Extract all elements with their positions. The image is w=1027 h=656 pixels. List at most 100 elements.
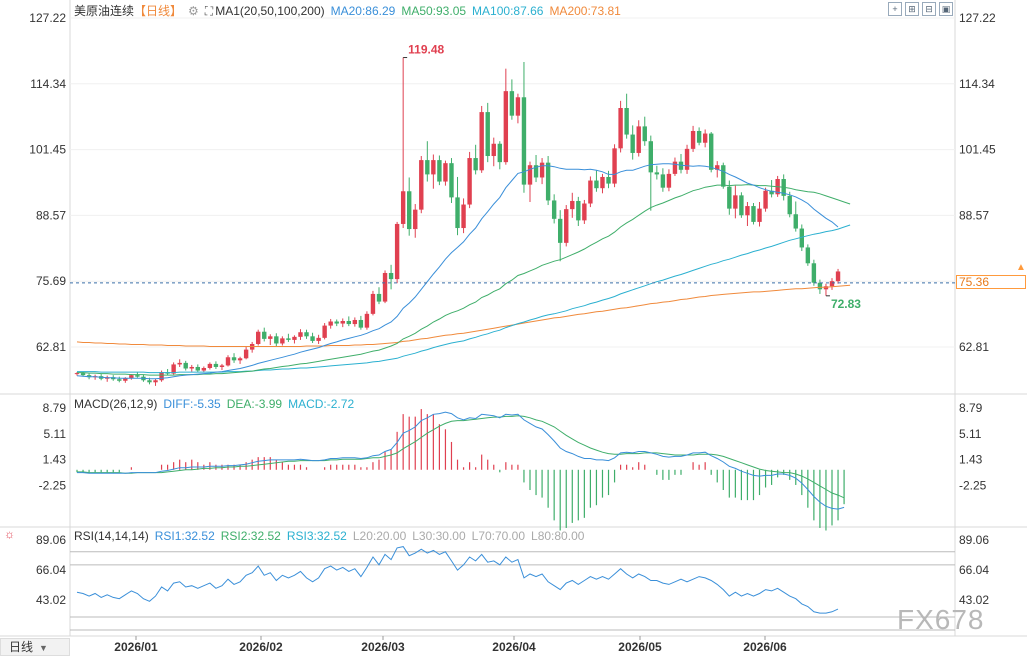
candle-body (286, 338, 291, 340)
candle-body (231, 357, 237, 361)
candle-body (183, 362, 188, 369)
rsi1-value: RSI1:32.52 (154, 529, 215, 543)
candle-body (606, 176, 611, 184)
price-panel[interactable]: 119.48 72.83 (70, 43, 955, 386)
candle-body (570, 200, 575, 210)
price-tick-right: 88.57 (959, 208, 989, 222)
candle-body (171, 364, 176, 374)
x-tick-label: 2026/02 (239, 640, 283, 654)
candle-body (400, 191, 406, 224)
candle-body (117, 379, 122, 381)
candle-body (467, 158, 472, 205)
macd-tick-left: -2.25 (39, 479, 67, 493)
candle-body (763, 190, 768, 209)
candle-body (745, 206, 750, 216)
x-tick-label: 2026/05 (618, 640, 662, 654)
rsi-tick-right: 89.06 (959, 533, 989, 547)
watermark-logo: FX678 (897, 604, 985, 635)
candle-body (461, 204, 466, 229)
zoom-out-icon[interactable]: ⊟ (922, 2, 936, 16)
candle-body (811, 263, 817, 283)
candle-body (630, 134, 635, 153)
ma-indicator-icon: ⛶ (204, 4, 214, 18)
macd-header: MACD(26,12,9) DIFF:-5.35 DEA:-3.99 MACD:-2.… (74, 397, 360, 411)
rsi-l30: L30:30.00 (412, 529, 466, 543)
high-annotation: 119.48 (408, 43, 444, 57)
candle-body (328, 321, 333, 326)
candle-body (243, 349, 249, 359)
candle-body (80, 373, 86, 376)
macd-tick-left: 1.43 (43, 453, 67, 467)
candle-body (666, 173, 672, 188)
candle-body (733, 195, 738, 209)
candle-body (449, 163, 454, 198)
macd-dea: DEA:-3.99 (226, 397, 283, 411)
candle-body (558, 218, 563, 243)
price-tick-left: 114.34 (30, 77, 66, 91)
candle-body (696, 130, 702, 143)
candle-body (515, 97, 521, 116)
ma200-line (76, 284, 851, 347)
candle-body (310, 336, 315, 341)
candle-body (612, 148, 617, 184)
macd-diff-line (77, 411, 845, 510)
candle-body (316, 337, 321, 341)
candle-body (539, 162, 545, 178)
candle-body (769, 190, 774, 195)
candle-body (298, 332, 303, 337)
price-tick-left: 62.81 (36, 340, 66, 354)
rsi-tick-left: 66.04 (36, 563, 66, 577)
rsi-tick-left: 89.06 (36, 533, 66, 547)
ma50-value: MA50:93.05 (401, 4, 467, 18)
candle-body (715, 165, 720, 170)
price-tick-left: 101.45 (29, 143, 66, 157)
candle-body (829, 281, 835, 287)
macd-tick-left: 8.79 (43, 401, 67, 415)
candle-body (624, 108, 629, 135)
candle-body (564, 209, 569, 243)
candle-body (207, 363, 213, 368)
candle-body (437, 160, 442, 182)
candle-body (256, 331, 261, 344)
rsi-panel[interactable] (70, 546, 955, 631)
candle-body (159, 372, 164, 381)
candle-body (582, 203, 587, 221)
candle-body (479, 112, 484, 171)
candle-body (521, 97, 527, 185)
candle-body (805, 247, 811, 264)
candle-body (352, 319, 358, 325)
fullscreen-icon[interactable]: ▣ (939, 2, 953, 16)
rsi-tick-right: 66.04 (959, 563, 989, 577)
settings-icon[interactable]: ⚙ (188, 4, 199, 18)
candle-body (364, 313, 370, 328)
candle-body (721, 165, 726, 187)
candle-body (739, 195, 744, 216)
candle-body (407, 191, 412, 230)
zoom-in-icon[interactable]: ⊞ (905, 2, 919, 16)
macd-panel[interactable] (76, 409, 845, 531)
candle-body (485, 112, 490, 157)
candle-body (648, 141, 653, 173)
rsi-settings-icon[interactable]: ☼ (4, 527, 15, 541)
candle-body (304, 332, 309, 337)
candle-body (425, 160, 430, 175)
candle-body (201, 367, 207, 371)
last-price-arrow-icon: ▲ (1016, 262, 1026, 273)
ma20-value: MA20:86.29 (330, 4, 396, 18)
period-selector[interactable]: 日线 ▼ (0, 638, 70, 656)
candle-body (660, 174, 666, 188)
crosshair-icon[interactable]: + (888, 2, 902, 16)
rsi-l20: L20:20.00 (352, 529, 407, 543)
candle-body (527, 165, 533, 185)
candle-body (491, 143, 496, 157)
candle-body (727, 186, 732, 209)
candle-body (219, 365, 225, 367)
price-tick-right: 127.22 (959, 11, 996, 25)
candle-body (394, 223, 400, 280)
candle-body (503, 91, 509, 163)
candle-body (431, 160, 436, 175)
candle-body (678, 161, 684, 170)
candle-body (787, 195, 792, 215)
price-tick-right: 101.45 (959, 143, 996, 157)
